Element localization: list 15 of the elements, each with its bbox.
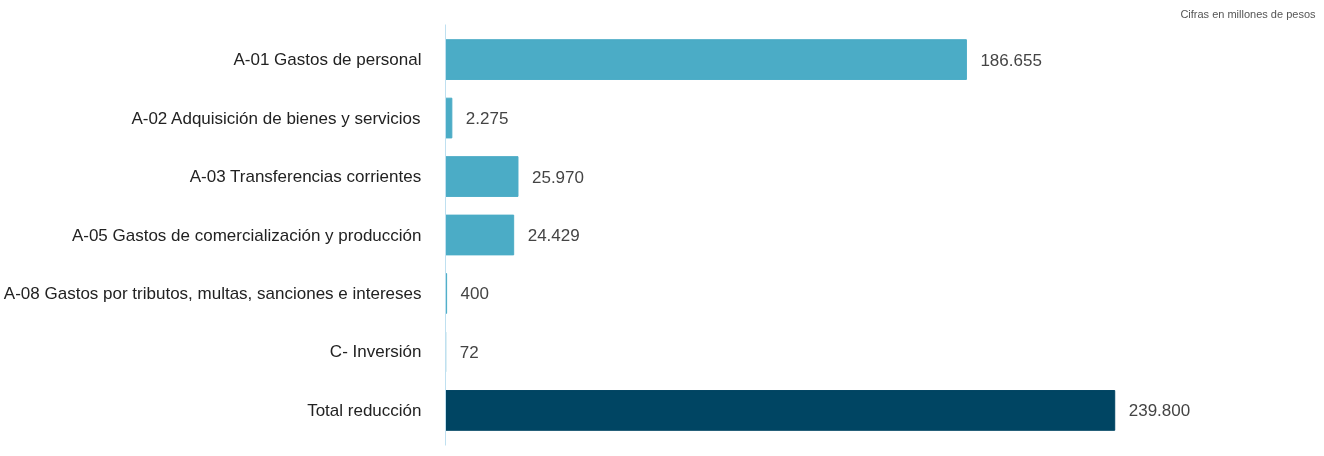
data-label: 25.970	[531, 167, 584, 187]
data-label: 2.275	[465, 109, 509, 129]
data-label: 239.800	[1128, 401, 1191, 421]
y-tick-label: A-08 Gastos por tributos, multas, sanciones e intereses	[3, 283, 422, 303]
text: Cifras en millones de pesos	[1180, 7, 1316, 20]
y-tick-label: A-01 Gastos de personal	[233, 50, 422, 70]
data-label: 24.429	[527, 226, 580, 245]
y-tick-label: A-05 Gastos de comercialización y producción	[71, 225, 422, 245]
y-tick-label: C- Inversión	[329, 342, 422, 362]
y-tick-label: Total reducción	[307, 400, 422, 420]
data-label: 400	[460, 284, 489, 304]
y-tick-label: A-02 Adquisición de bienes y servicios	[131, 108, 421, 128]
data-label: 72	[459, 342, 479, 362]
data-label: 186.655	[980, 50, 1042, 70]
y-tick-label: A-03 Transferencias corrientes	[189, 167, 422, 187]
